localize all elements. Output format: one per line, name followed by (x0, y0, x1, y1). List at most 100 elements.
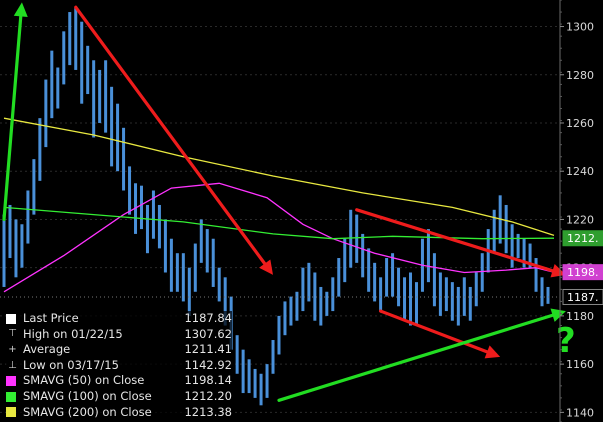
price-bar (474, 272, 478, 307)
low-marker-icon: ⊥ (8, 359, 17, 371)
y-tick-label: 1180 (566, 310, 594, 323)
price-bar (80, 21, 84, 104)
price-bar (253, 368, 257, 398)
legend-symbol (6, 406, 19, 418)
annotation-arrow-line (379, 309, 489, 354)
price-bar (343, 238, 347, 283)
legend-label: SMAVG (50) on Close (23, 373, 145, 388)
price-bar (145, 204, 149, 254)
annotation-arrow-head (259, 259, 274, 275)
price-bar (337, 258, 341, 297)
price-bar (122, 127, 126, 191)
square-icon (6, 407, 16, 418)
moving-averages (3, 117, 555, 293)
price-tag-box (562, 288, 603, 305)
legend-value: 1198.14 (184, 373, 232, 388)
price-tag-label: 1198. (567, 266, 599, 279)
price-bar (444, 277, 448, 312)
price-bar (38, 118, 42, 181)
legend-value: 1211.41 (184, 342, 232, 357)
price-bar (397, 267, 401, 307)
price-bar (403, 277, 407, 321)
legend-value: 1212.20 (184, 388, 232, 403)
price-tag-box (562, 230, 603, 247)
y-tick-label: 1160 (566, 358, 594, 371)
price-bar (116, 103, 120, 172)
price-bar (20, 224, 24, 268)
price-bar (8, 204, 12, 259)
price-bar (187, 267, 191, 316)
legend-label: SMAVG (100) on Close (23, 388, 152, 403)
price-bar (391, 253, 395, 297)
price-bar (211, 238, 215, 287)
price-bar (480, 253, 484, 292)
price-bar (110, 86, 114, 167)
legend-row-average: + Average 1211.41 (6, 342, 232, 358)
y-tick-label: 1300 (566, 21, 594, 34)
legend-row-high: ⊤ High on 01/22/15 1307.62 (6, 327, 232, 343)
legend-row-sma100: SMAVG (100) on Close 1212.20 (6, 389, 232, 405)
price-bar (241, 349, 245, 394)
square-icon (6, 391, 16, 402)
annotation-arrow-line (74, 5, 267, 266)
price-bar (277, 315, 281, 355)
price-bar (259, 373, 263, 406)
price-bar (247, 359, 251, 394)
price-bar (92, 60, 96, 138)
price-bar (98, 69, 102, 123)
legend-row-sma50: SMAVG (50) on Close 1198.14 (6, 373, 232, 389)
price-bar (361, 233, 365, 278)
price-bar (313, 272, 317, 321)
price-bar (157, 204, 161, 249)
price-bar (450, 282, 454, 321)
legend-symbol (6, 313, 19, 325)
legend-row-low: ⊥ Low on 03/17/15 1142.92 (6, 358, 232, 374)
price-bars (0, 8, 560, 406)
legend: Last Price 1187.84 ⊤ High on 01/22/15 13… (6, 311, 232, 421)
price-bar (385, 258, 389, 297)
price-bar (504, 204, 508, 254)
price-bar (373, 262, 377, 302)
legend-label: Last Price (23, 311, 79, 325)
price-bar (62, 31, 66, 85)
price-bar (44, 79, 48, 148)
price-bar (163, 219, 167, 273)
annotation-arrow-head (484, 345, 501, 359)
price-bar (181, 253, 185, 302)
price-tag-label: 1187. (567, 291, 599, 304)
question-mark-annotation: ? (556, 321, 576, 361)
annotation-arrow-line (2, 14, 23, 222)
legend-value: 1142.92 (184, 357, 232, 372)
price-bar (193, 243, 197, 292)
price-bar (319, 286, 323, 326)
annotation-arrow-head (13, 2, 28, 17)
price-bar (426, 229, 430, 283)
moving-average-line (3, 206, 555, 240)
annotation-arrow-head (550, 264, 566, 278)
price-bar (289, 296, 293, 326)
y-tick-label: 1140 (566, 406, 594, 419)
price-bar (414, 282, 418, 326)
price-bar (516, 233, 520, 259)
price-tag-label: 1212. (567, 232, 599, 245)
price-bar (438, 272, 442, 316)
legend-symbol (6, 391, 19, 403)
average-marker-icon: + (8, 343, 17, 355)
price-bar (205, 229, 209, 273)
legend-label: Average (23, 342, 71, 357)
price-bar (301, 267, 305, 312)
price-bar (307, 262, 311, 302)
price-bar (283, 301, 287, 336)
price-bar (325, 291, 329, 316)
legend-value: 1213.38 (184, 404, 232, 419)
price-bar (546, 286, 550, 304)
price-bar (510, 224, 514, 268)
legend-row-last-price: Last Price 1187.84 (6, 311, 232, 327)
price-bar (355, 214, 359, 263)
moving-average-line (3, 117, 555, 237)
price-bar (50, 50, 54, 119)
price-bar (86, 45, 90, 95)
y-axis-ticks: 114011601180120012201240126012801300 (560, 0, 594, 422)
price-bar (151, 190, 155, 239)
annotations: ? (2, 2, 576, 402)
